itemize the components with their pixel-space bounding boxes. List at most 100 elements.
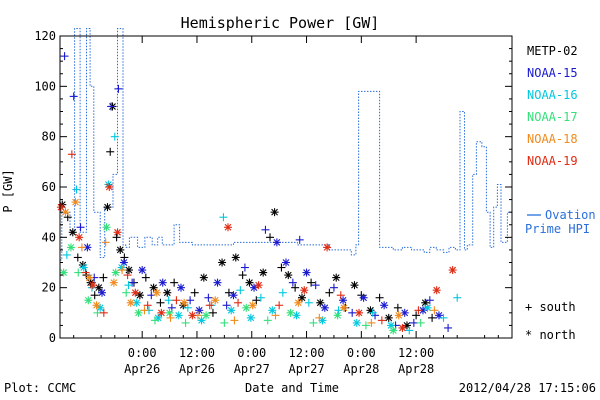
data-point-north (131, 288, 140, 297)
data-point-north (350, 281, 359, 290)
marker-stroke (136, 291, 144, 299)
data-point-south (110, 132, 119, 141)
data-point-south (375, 293, 384, 302)
marker-stroke (355, 309, 363, 317)
data-point-south (336, 291, 345, 300)
x-tick-date: Apr28 (398, 362, 434, 376)
marker-stroke (232, 254, 240, 261)
data-point-south (263, 316, 272, 325)
data-point-south (76, 223, 85, 232)
data-point-south (271, 311, 280, 320)
data-point-south (240, 263, 249, 272)
data-point-north (294, 298, 303, 307)
legend-item-noaa-17: NOAA-17 (527, 110, 578, 124)
marker-stroke (85, 274, 93, 281)
marker-stroke (246, 279, 253, 287)
marker-stroke (157, 309, 165, 317)
data-point-north (423, 303, 432, 312)
marker-stroke (95, 284, 103, 292)
marker-stroke (67, 244, 75, 251)
legend-item-noaa-18: NOAA-18 (527, 132, 578, 146)
marker-stroke (84, 244, 91, 251)
data-point-south (172, 296, 181, 305)
data-point-north (389, 326, 398, 335)
data-point-south (208, 308, 217, 317)
data-point-north (85, 273, 94, 282)
data-point-north (227, 306, 236, 315)
data-point-south (252, 296, 261, 305)
y-tick-label: 120 (34, 29, 56, 43)
marker-stroke (112, 269, 120, 276)
data-point-north (199, 273, 208, 282)
marker-stroke (255, 281, 262, 289)
marker-stroke (175, 311, 183, 319)
marker-stroke (449, 266, 457, 274)
chart-title: Hemispheric Power [GW] (181, 14, 380, 32)
marker-stroke (300, 286, 308, 294)
data-point-south (220, 318, 229, 327)
marker-stroke (72, 198, 79, 206)
data-point-south (325, 288, 334, 297)
data-point-south (416, 318, 425, 327)
marker-stroke (339, 296, 347, 304)
marker-stroke (387, 322, 395, 329)
x-tick-date: Apr26 (124, 362, 160, 376)
data-point-north (59, 268, 68, 277)
marker-stroke (89, 281, 97, 289)
data-point-south (183, 303, 192, 312)
marker-stroke (60, 269, 68, 276)
marker-stroke (298, 294, 306, 302)
data-point-north (195, 306, 204, 315)
data-point-south (107, 102, 116, 111)
marker-stroke (114, 228, 121, 236)
data-point-north (380, 301, 389, 310)
marker-stroke (247, 314, 255, 322)
data-point-north (394, 311, 403, 320)
marker-stroke (69, 228, 77, 236)
data-point-south (295, 235, 304, 244)
data-point-south (309, 318, 318, 327)
marker-stroke (435, 311, 443, 319)
data-point-south (238, 271, 247, 280)
data-point-north (174, 311, 183, 320)
data-point-south (190, 288, 199, 297)
data-point-north (66, 243, 75, 252)
y-tick-label: 20 (42, 281, 56, 295)
marker-stroke (351, 281, 358, 289)
marker-stroke (80, 264, 88, 271)
data-point-north (163, 288, 172, 297)
marker-stroke (399, 324, 406, 332)
x-tick-date: Apr26 (179, 362, 215, 376)
data-point-north (105, 183, 114, 191)
data-point-north (109, 278, 118, 287)
data-point-south (315, 313, 324, 322)
data-point-north (242, 303, 251, 312)
data-point-north (158, 278, 167, 287)
data-point-north (92, 301, 101, 310)
data-point-south (430, 306, 439, 315)
legend-item-metp-02: METP-02 (527, 44, 578, 58)
marker-stroke (104, 203, 111, 211)
marker-stroke (211, 296, 219, 304)
marker-stroke (166, 309, 173, 317)
marker-stroke (332, 274, 340, 281)
marker-stroke (284, 271, 292, 279)
data-point-north (248, 301, 257, 310)
data-point-south (181, 318, 190, 327)
data-point-south (72, 185, 81, 194)
marker-stroke (57, 203, 65, 211)
x-tick-time: 0:00 (237, 346, 266, 360)
data-point-north (113, 228, 122, 237)
legend-item-noaa-15: NOAA-15 (527, 66, 578, 80)
data-point-south (69, 92, 78, 101)
data-point-south (74, 268, 83, 277)
marker-stroke (138, 266, 146, 274)
marker-stroke (340, 304, 348, 312)
data-point-south (393, 303, 402, 312)
marker-stroke (180, 299, 188, 307)
marker-stroke (96, 304, 104, 312)
marker-stroke (249, 301, 257, 309)
data-point-north (98, 288, 107, 297)
data-point-south (77, 243, 86, 252)
data-point-south (453, 293, 462, 302)
